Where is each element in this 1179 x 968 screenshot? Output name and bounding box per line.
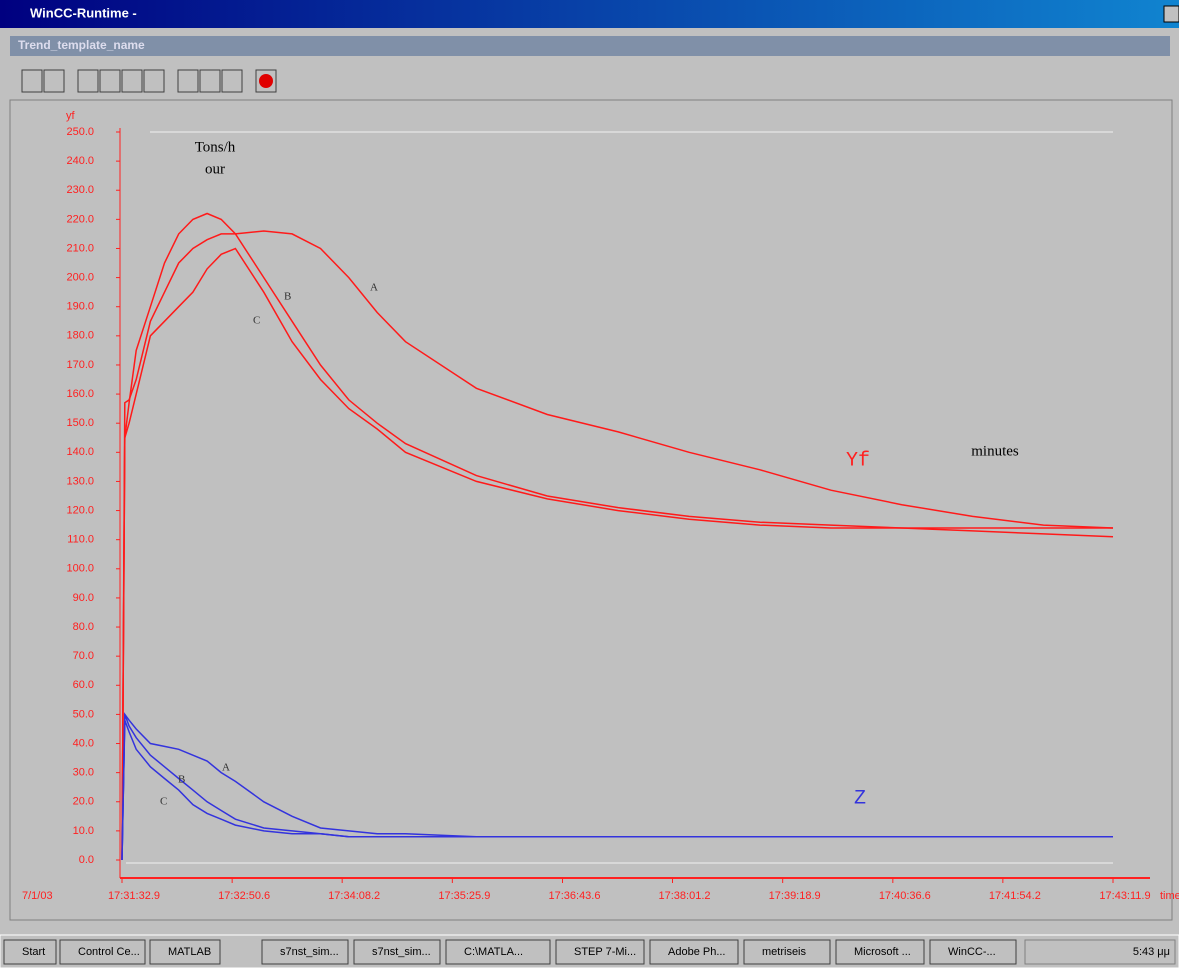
screen: WinCC-Runtime - Trend_template_name 0.0 1… <box>0 0 1179 968</box>
curve-label: C <box>253 315 260 327</box>
y-tick-label: 140.0 <box>66 446 94 458</box>
y-tick-label: 70.0 <box>73 650 94 662</box>
annotation: Yf <box>846 449 870 472</box>
y-tick-label: 230.0 <box>66 184 94 196</box>
toolbar-button[interactable] <box>78 70 98 92</box>
curve-label: B <box>178 774 185 786</box>
y-tick-label: 100.0 <box>66 563 94 575</box>
annotation: our <box>205 161 225 177</box>
y-tick-label: 200.0 <box>66 272 94 284</box>
curve-label: A <box>222 762 230 774</box>
annotation: minutes <box>971 443 1019 459</box>
curve-label: B <box>284 291 291 303</box>
y-tick-label: 120.0 <box>66 504 94 516</box>
y-tick-label: 40.0 <box>73 737 94 749</box>
x-tick-label: 17:32:50.6 <box>218 890 270 902</box>
y-tick-label: 30.0 <box>73 767 94 779</box>
taskbar-button-label[interactable]: C:\MATLA... <box>464 946 523 958</box>
stop-icon <box>259 74 273 88</box>
y-tick-label: 20.0 <box>73 796 94 808</box>
annotation: Z <box>854 787 866 810</box>
taskbar-button-label[interactable]: s7nst_sim... <box>372 946 431 958</box>
x-tick-label: 17:41:54.2 <box>989 890 1041 902</box>
toolbar-button[interactable] <box>122 70 142 92</box>
taskbar-button-label[interactable]: Start <box>22 946 45 958</box>
taskbar-button-label[interactable]: Control Ce... <box>78 946 140 958</box>
trend-area <box>10 100 1172 920</box>
date-label: 7/1/03 <box>22 890 53 902</box>
curve-label: C <box>160 796 167 808</box>
x-tick-label: 17:31:32.9 <box>108 890 160 902</box>
toolbar-button[interactable] <box>100 70 120 92</box>
x-tick-label: 17:39:18.9 <box>769 890 821 902</box>
x-tick-label: 17:34:08.2 <box>328 890 380 902</box>
y-tick-label: 160.0 <box>66 388 94 400</box>
annotation: Tons/h <box>195 139 236 155</box>
y-tick-label: 170.0 <box>66 359 94 371</box>
y-tick-label: 80.0 <box>73 621 94 633</box>
y-tick-label: 130.0 <box>66 475 94 487</box>
taskbar-button-label[interactable]: MATLAB <box>168 946 211 958</box>
toolbar-button[interactable] <box>144 70 164 92</box>
subtitle: Trend_template_name <box>18 38 145 52</box>
taskbar-button-label[interactable]: Microsoft ... <box>854 946 911 958</box>
toolbar-button[interactable] <box>178 70 198 92</box>
x-tick-label: 17:43:11.9 <box>1099 890 1150 902</box>
toolbar-button[interactable] <box>22 70 42 92</box>
toolbar-button[interactable] <box>200 70 220 92</box>
x-tick-label: 17:35:25.9 <box>438 890 490 902</box>
taskbar-button-label[interactable]: Adobe Ph... <box>668 946 726 958</box>
y-tick-label: 210.0 <box>66 242 94 254</box>
title-bar <box>0 0 1179 28</box>
x-tick-label: 17:38:01.2 <box>659 890 711 902</box>
y-tick-label: 240.0 <box>66 155 94 167</box>
y-axis-label: yf <box>66 110 76 122</box>
y-tick-label: 180.0 <box>66 330 94 342</box>
toolbar-button[interactable] <box>222 70 242 92</box>
y-tick-label: 10.0 <box>73 825 94 837</box>
x-tick-label: 17:40:36.6 <box>879 890 931 902</box>
y-tick-label: 60.0 <box>73 679 94 691</box>
taskbar-button-label[interactable]: WinCC-... <box>948 946 996 958</box>
x-tick-label: 17:36:43.6 <box>548 890 600 902</box>
taskbar-button-label[interactable]: metriseis <box>762 946 807 958</box>
window-title: WinCC-Runtime - <box>30 5 137 20</box>
y-tick-label: 90.0 <box>73 592 94 604</box>
y-tick-label: 150.0 <box>66 417 94 429</box>
toolbar <box>22 70 276 92</box>
y-tick-label: 190.0 <box>66 301 94 313</box>
taskbar-button-label[interactable]: s7nst_sim... <box>280 946 339 958</box>
y-tick-label: 110.0 <box>67 534 94 546</box>
y-tick-label: 250.0 <box>66 126 94 138</box>
toolbar-button[interactable] <box>44 70 64 92</box>
close-button[interactable] <box>1164 6 1179 22</box>
y-tick-label: 50.0 <box>73 708 94 720</box>
subtitle-bar <box>10 36 1170 56</box>
curve-label: A <box>370 282 378 294</box>
y-tick-label: 0.0 <box>79 854 94 866</box>
y-tick-label: 220.0 <box>66 213 94 225</box>
clock: 5:43 μμ <box>1133 946 1170 958</box>
taskbar-button-label[interactable]: STEP 7-Mi... <box>574 946 636 958</box>
x-axis-label: time <box>1160 890 1179 902</box>
